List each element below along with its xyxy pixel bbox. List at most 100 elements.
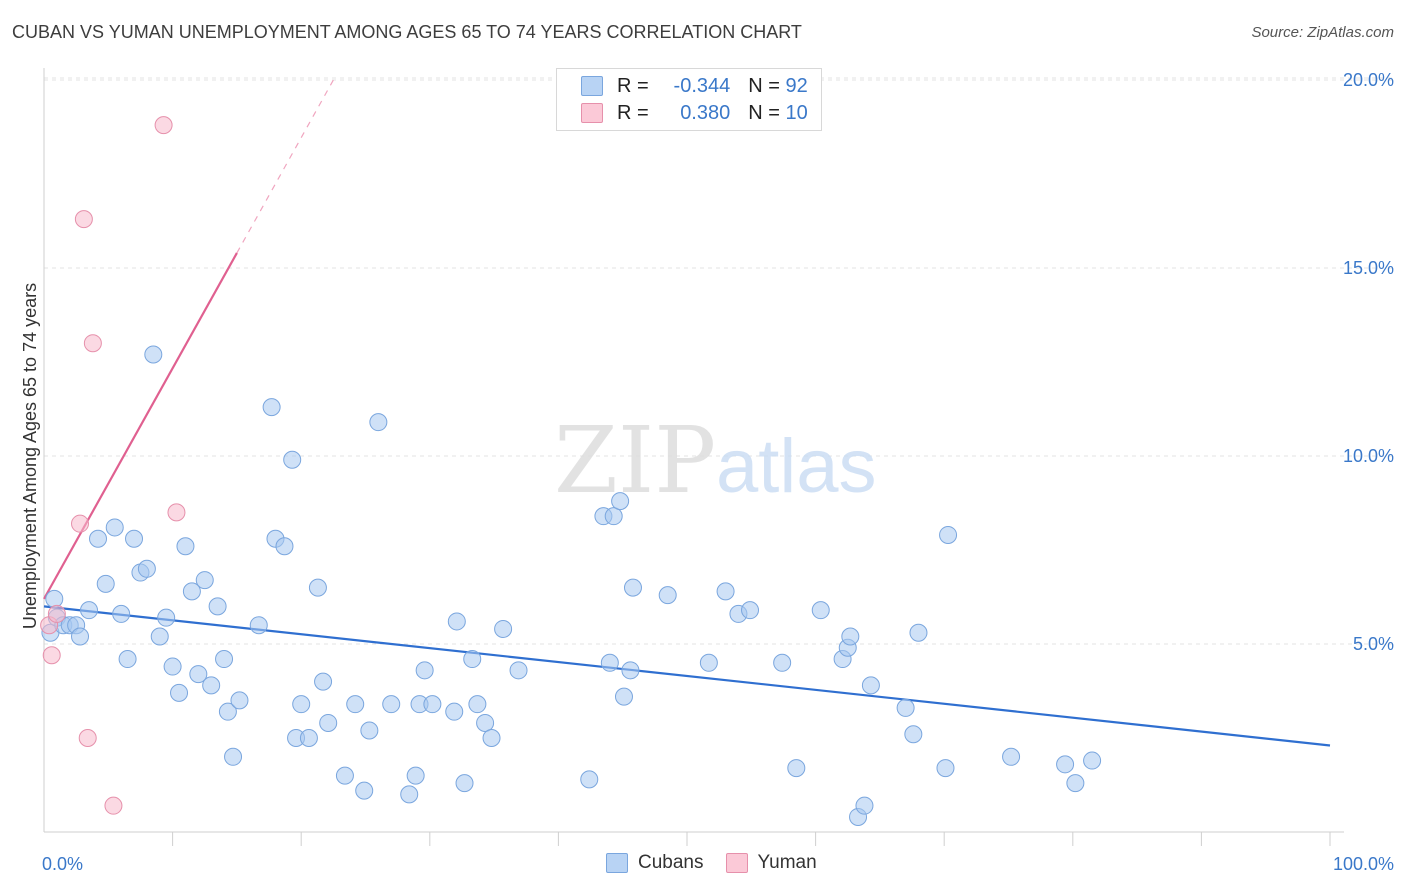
point-cubans [716, 582, 735, 601]
point-cubans [292, 695, 311, 714]
point-yuman [78, 729, 97, 747]
point-yuman [104, 796, 123, 815]
trend-line-yuman [43, 252, 238, 600]
point-cubans [476, 713, 495, 732]
point-cubans [600, 653, 619, 672]
chart-title: CUBAN VS YUMAN UNEMPLOYMENT AMONG AGES 6… [12, 22, 802, 42]
watermark-atlas: atlas [716, 424, 877, 509]
bottom-swatch-yuman [725, 853, 748, 873]
watermark-zip: ZIP [554, 407, 716, 514]
legend: R = -0.344 N = 92 R = 0.380 N = 10 [556, 68, 822, 131]
point-cubans [105, 518, 124, 537]
point-cubans [896, 698, 915, 717]
point-cubans [509, 661, 528, 680]
point-cubans [494, 619, 513, 638]
bottom-legend: Cubans Yuman [606, 852, 839, 874]
point-cubans [580, 770, 599, 789]
point-cubans [125, 529, 144, 548]
point-cubans [224, 747, 243, 766]
point-cubans [215, 650, 234, 669]
point-cubans [369, 413, 388, 432]
point-yuman [71, 514, 90, 533]
data-points [40, 116, 1102, 826]
y-axis-label: Unemployment Among Ages 65 to 74 years [20, 283, 40, 629]
legend-r-label: R = [617, 101, 649, 124]
watermark: ZIP atlas [554, 407, 877, 514]
point-cubans [230, 691, 249, 710]
point-cubans [71, 627, 90, 646]
axes [43, 68, 1344, 833]
legend-row-yuman: R = 0.380 N = 10 [581, 101, 808, 125]
point-cubans [699, 653, 718, 672]
point-cubans [144, 345, 163, 364]
legend-swatch-yuman [581, 103, 603, 123]
point-cubans [1083, 751, 1102, 770]
point-cubans [89, 529, 108, 548]
point-cubans [170, 683, 189, 702]
point-cubans [112, 604, 131, 623]
point-yuman [74, 210, 93, 229]
point-yuman [47, 604, 66, 623]
point-cubans [614, 687, 633, 706]
point-cubans [1002, 747, 1021, 766]
point-cubans [45, 589, 64, 608]
point-cubans [773, 653, 792, 672]
bottom-legend-cubans: Cubans [606, 852, 704, 874]
legend-n-label: N = [748, 101, 780, 124]
point-cubans [335, 766, 354, 785]
point-cubans [611, 492, 630, 511]
point-cubans [275, 537, 294, 556]
point-cubans [415, 661, 434, 680]
point-cubans [787, 759, 806, 778]
point-cubans [623, 578, 642, 597]
point-cubans [445, 702, 464, 721]
bottom-legend-yuman: Yuman [725, 852, 817, 874]
point-cubans [137, 559, 156, 578]
y-tick-label: 10.0% [1343, 446, 1394, 466]
point-cubans [176, 537, 195, 556]
legend-n-value: 92 [785, 74, 808, 97]
y-tick-label: 15.0% [1343, 258, 1394, 278]
point-cubans [195, 571, 214, 590]
point-cubans [463, 650, 482, 669]
point-cubans [283, 450, 302, 469]
point-yuman [83, 334, 102, 353]
point-yuman [154, 116, 173, 135]
bottom-legend-label: Yuman [757, 852, 817, 873]
legend-n-value: 10 [785, 101, 808, 124]
point-cubans [182, 582, 201, 601]
point-cubans [423, 695, 442, 714]
point-cubans [841, 627, 860, 646]
legend-r-value: -0.344 [673, 74, 731, 97]
point-cubans [202, 676, 221, 695]
legend-row-cubans: R = -0.344 N = 92 [581, 74, 808, 98]
point-cubans [346, 695, 365, 714]
point-cubans [118, 650, 137, 669]
y-tick-label: 5.0% [1353, 634, 1394, 654]
point-cubans [855, 796, 874, 815]
point-yuman [42, 646, 61, 665]
point-cubans [360, 721, 379, 740]
point-cubans [319, 713, 338, 732]
point-yuman [167, 503, 186, 522]
point-cubans [741, 601, 760, 620]
point-cubans [904, 725, 923, 744]
point-cubans [400, 785, 419, 804]
x-tick-label: 0.0% [42, 854, 83, 874]
point-cubans [249, 616, 268, 635]
chart-source: Source: ZipAtlas.com [1251, 24, 1394, 41]
point-cubans [406, 766, 425, 785]
legend-r-value: 0.380 [680, 101, 731, 124]
x-tick-label: 100.0% [1333, 854, 1394, 874]
ticks: 5.0% 10.0% 15.0% 20.0% 0.0% 100.0% [42, 70, 1394, 874]
point-cubans [80, 601, 99, 620]
point-cubans [811, 601, 830, 620]
y-tick-label: 20.0% [1343, 70, 1394, 90]
point-cubans [861, 676, 880, 695]
point-cubans [382, 695, 401, 714]
point-cubans [157, 608, 176, 627]
point-cubans [621, 661, 640, 680]
point-cubans [314, 672, 333, 691]
bottom-legend-label: Cubans [638, 852, 704, 873]
